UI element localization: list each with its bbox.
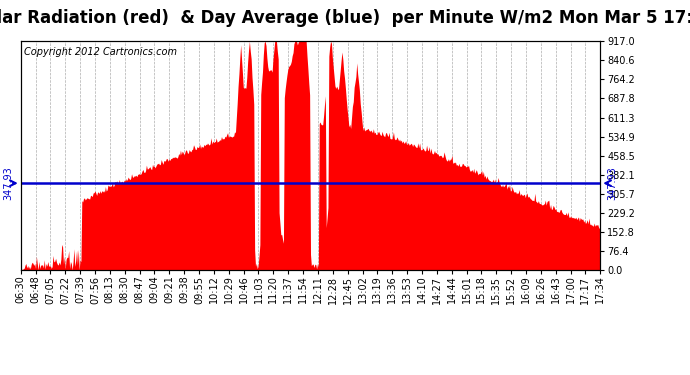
Text: Copyright 2012 Cartronics.com: Copyright 2012 Cartronics.com	[23, 47, 177, 57]
Text: 347.93: 347.93	[607, 166, 618, 200]
Text: 347.93: 347.93	[3, 166, 14, 200]
Text: Solar Radiation (red)  & Day Average (blue)  per Minute W/m2 Mon Mar 5 17:41: Solar Radiation (red) & Day Average (blu…	[0, 9, 690, 27]
